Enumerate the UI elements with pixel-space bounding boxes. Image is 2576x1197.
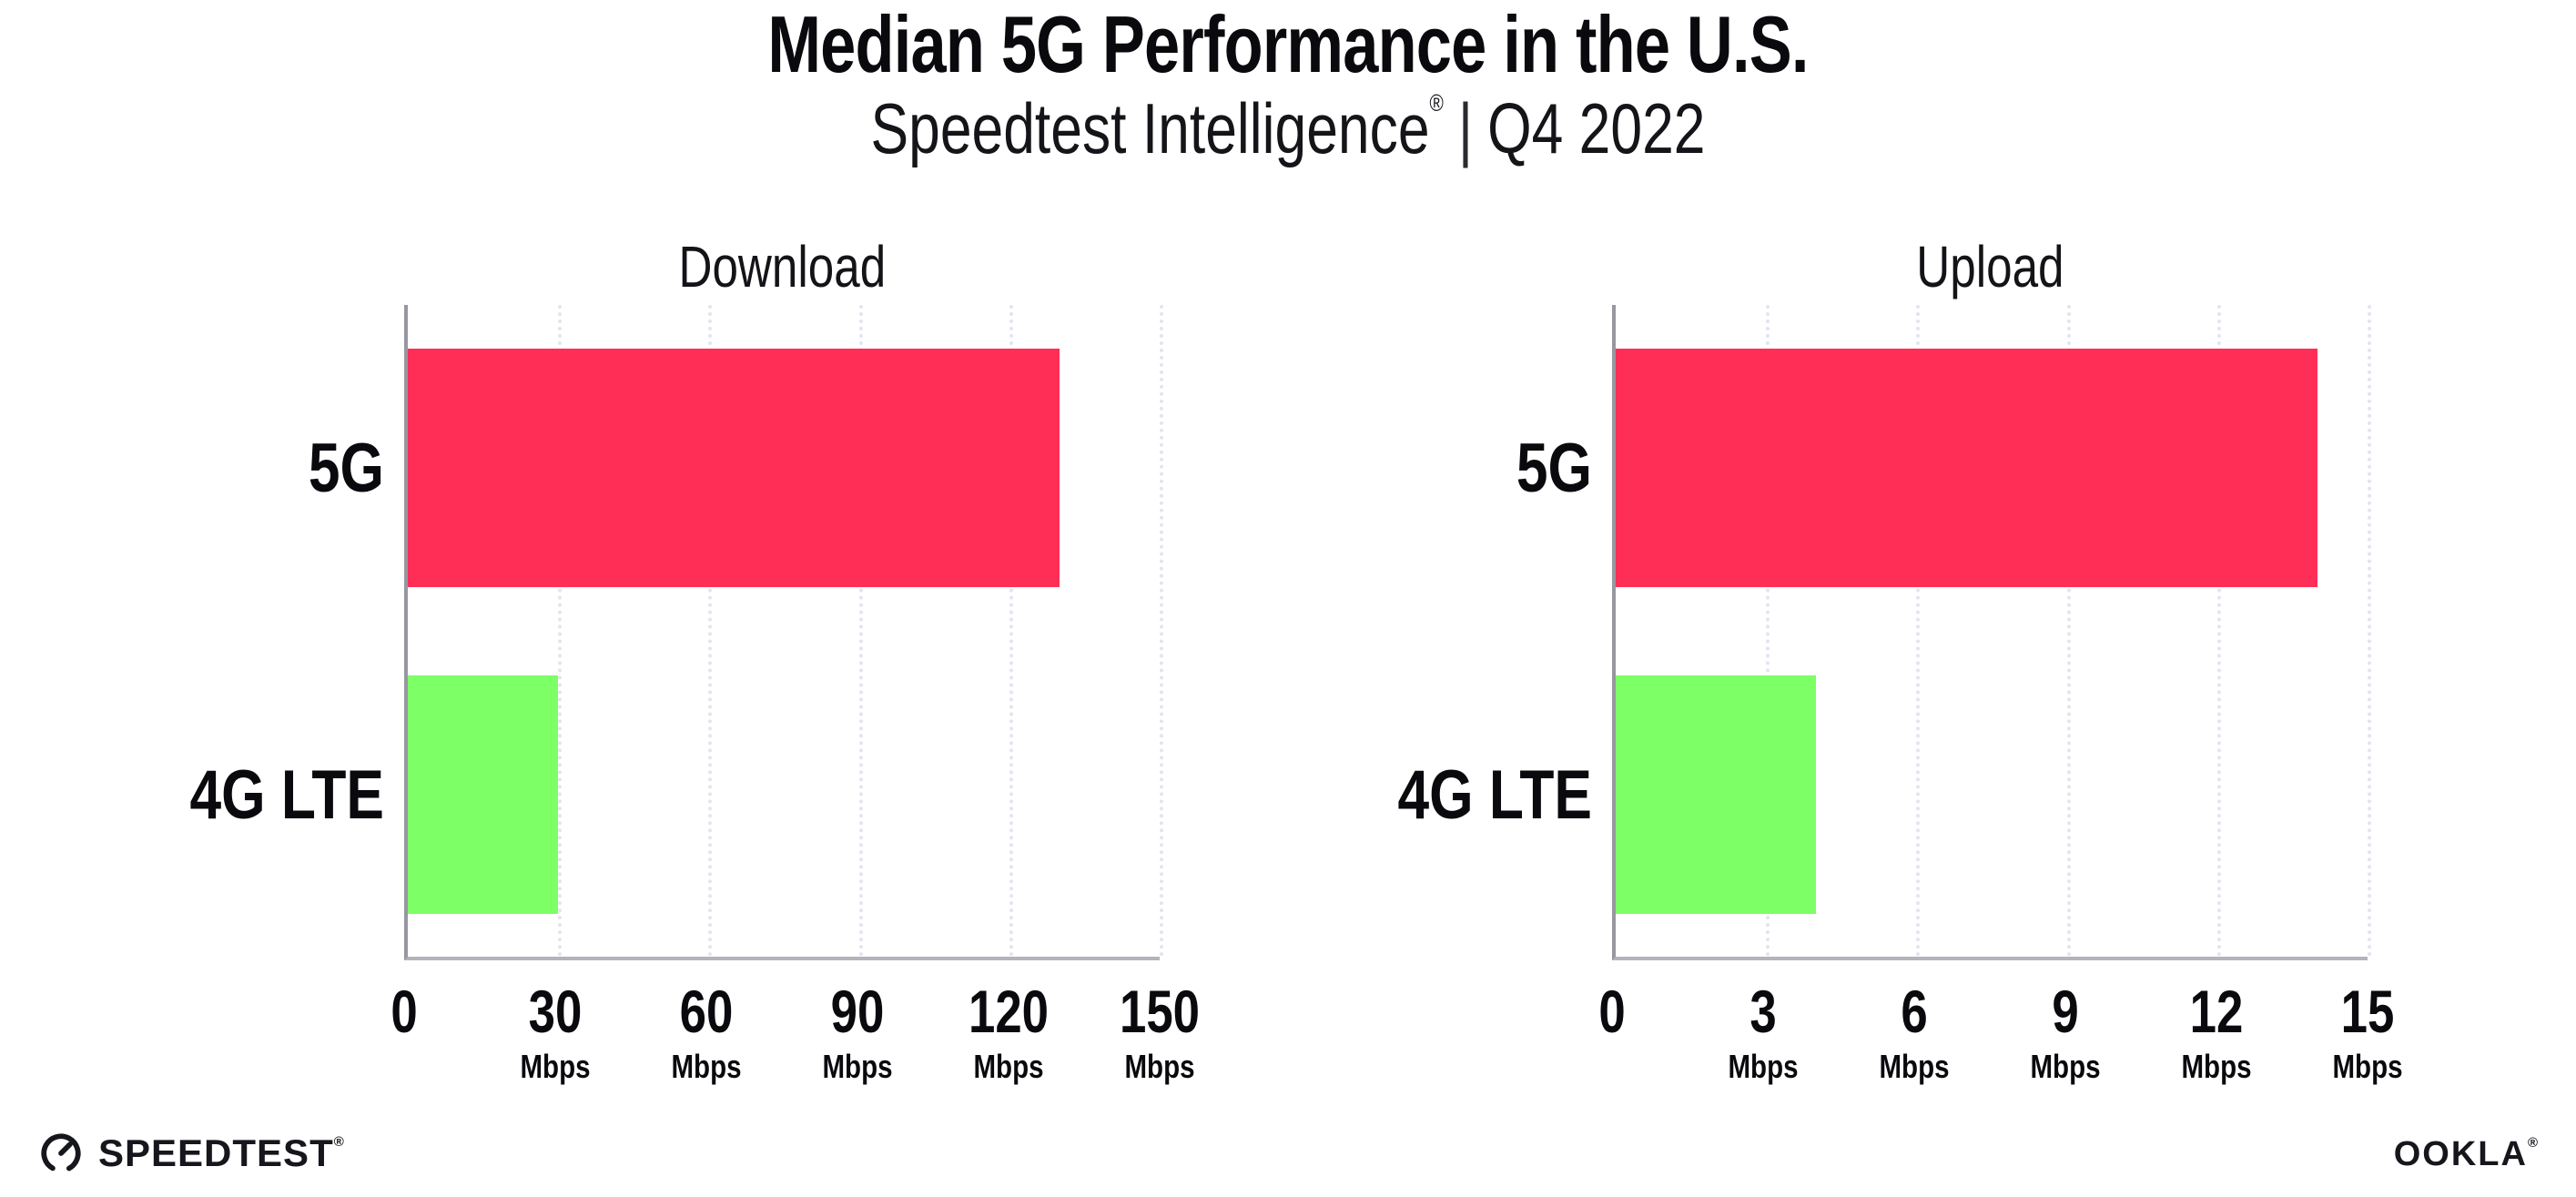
subtitle-separator: |: [1457, 88, 1474, 169]
tick-value-label: 9: [2052, 978, 2079, 1045]
bar-5g-download: [408, 349, 1060, 587]
tick-unit-label: Mbps: [671, 1048, 742, 1085]
gridline-download-90: [858, 305, 863, 957]
tick-value-label: 6: [1901, 978, 1928, 1045]
tick-unit-label: Mbps: [520, 1048, 591, 1085]
tick-value-label: 150: [1119, 978, 1201, 1045]
tick-upload-15: 15 Mbps: [2258, 981, 2477, 1083]
category-label-5g-download: 5G: [308, 429, 384, 507]
tick-value-label: 90: [830, 978, 885, 1045]
tick-upload-6: 6 Mbps: [1805, 981, 2023, 1083]
tick-upload-0: 0: [1503, 981, 1721, 1041]
page-title: Median 5G Performance in the U.S.: [767, 0, 1809, 89]
tick-download-90: 90 Mbps: [748, 981, 967, 1083]
tick-value-label: 3: [1749, 978, 1777, 1045]
download-plot-area: [404, 305, 1163, 960]
gridline-download-30: [558, 305, 563, 957]
tick-unit-label: Mbps: [1124, 1048, 1195, 1085]
speedtest-gauge-icon: [41, 1133, 81, 1173]
tick-unit-label: Mbps: [2030, 1048, 2101, 1085]
tick-upload-12: 12 Mbps: [2107, 981, 2326, 1083]
tick-download-30: 30 Mbps: [446, 981, 664, 1083]
tick-unit-label: Mbps: [1728, 1048, 1799, 1085]
tick-download-120: 120 Mbps: [899, 981, 1118, 1083]
upload-chart: Upload 0 3 Mbps 6 Mbps 9 Mbps 12 Mbps 15 Mbps 5G 4G…: [1344, 209, 2428, 1120]
tick-upload-9: 9 Mbps: [1956, 981, 2175, 1083]
category-label-4g-lte-download: 4G LTE: [189, 756, 384, 834]
upload-x-axis-ticks: 0 3 Mbps 6 Mbps 9 Mbps 12 Mbps 15 Mbps: [1598, 981, 2402, 1120]
gridline-upload-6: [1916, 305, 1921, 957]
download-chart-title: Download: [678, 234, 886, 299]
speedtest-logo-text: SPEEDTEST®: [98, 1131, 345, 1174]
tick-unit-label: Mbps: [2181, 1048, 2252, 1085]
gridline-download-60: [708, 305, 713, 957]
gridline-upload-3: [1766, 305, 1770, 957]
bar-5g-upload: [1616, 349, 2317, 587]
subtitle-period: Q4 2022: [1487, 88, 1706, 169]
gridline-download-150: [1160, 305, 1163, 957]
tick-value-label: 30: [528, 978, 583, 1045]
gridline-upload-15: [2368, 305, 2371, 957]
tick-unit-label: Mbps: [822, 1048, 893, 1085]
download-chart-title-wrap: Download: [404, 209, 1160, 300]
tick-value-label: 0: [1598, 978, 1626, 1045]
gridline-download-120: [1009, 305, 1013, 957]
header: Median 5G Performance in the U.S. Speedt…: [0, 2, 2576, 167]
tick-value-label: 15: [2340, 978, 2395, 1045]
tick-value-label: 120: [968, 978, 1050, 1045]
page-subtitle: Speedtest Intelligence® | Q4 2022: [258, 90, 2318, 167]
download-chart: Download 0 30 Mbps 60 Mbps 90 Mbps 120 Mbps 150 Mb…: [137, 209, 1220, 1120]
download-x-axis-ticks: 0 30 Mbps 60 Mbps 90 Mbps 120 Mbps 150 Mbps: [390, 981, 1200, 1120]
upload-chart-title: Upload: [1915, 234, 2064, 299]
upload-plot-area: [1612, 305, 2371, 960]
tick-download-150: 150 Mbps: [1050, 981, 1269, 1083]
gridline-upload-12: [2216, 305, 2221, 957]
gridline-upload-9: [2066, 305, 2071, 957]
tick-download-60: 60 Mbps: [597, 981, 816, 1083]
tick-unit-label: Mbps: [1879, 1048, 1950, 1085]
registered-trademark-icon: ®: [1429, 89, 1444, 117]
ookla-registered-mark: ®: [2527, 1135, 2540, 1151]
bar-4g-lte-upload: [1616, 675, 1817, 914]
ookla-logo-text: OOKLA: [2393, 1135, 2528, 1173]
tick-unit-label: Mbps: [2332, 1048, 2403, 1085]
tick-unit-label: Mbps: [973, 1048, 1044, 1085]
category-label-4g-lte-upload: 4G LTE: [1397, 756, 1592, 834]
bar-4g-lte-download: [408, 675, 559, 914]
ookla-logo: OOKLA®: [2394, 1136, 2540, 1172]
speedtest-logo: SPEEDTEST®: [38, 1130, 345, 1177]
upload-chart-title-wrap: Upload: [1612, 209, 2368, 300]
tick-upload-3: 3 Mbps: [1654, 981, 1872, 1083]
subtitle-brand: Speedtest Intelligence: [870, 88, 1430, 169]
tick-value-label: 60: [679, 978, 734, 1045]
speedtest-registered-mark: ®: [333, 1134, 345, 1150]
category-label-5g-upload: 5G: [1516, 429, 1592, 507]
tick-value-label: 12: [2189, 978, 2244, 1045]
tick-download-0: 0: [295, 981, 513, 1041]
tick-value-label: 0: [390, 978, 418, 1045]
